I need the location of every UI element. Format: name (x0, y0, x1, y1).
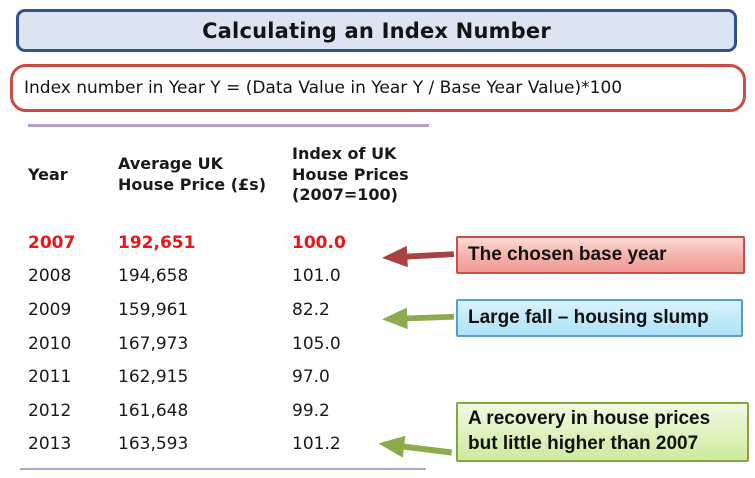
index-cell: 82.2 (292, 299, 330, 320)
price-cell: 162,915 (118, 367, 189, 388)
table-row: 2008 194,658 101.0 (28, 260, 428, 294)
table-row: 2011 162,915 97.0 (28, 360, 428, 394)
callout-recovery: A recovery in house prices but little hi… (456, 402, 749, 462)
index-cell: 105.0 (292, 333, 341, 354)
callout-recovery-label: A recovery in house prices but little hi… (468, 408, 711, 454)
price-cell: 161,648 (118, 400, 189, 421)
price-cell: 159,961 (118, 299, 189, 320)
callout-base-year-label: The chosen base year (468, 244, 667, 265)
index-cell: 100.0 (292, 232, 346, 253)
table-row: 2009 159,961 82.2 (28, 293, 428, 327)
index-cell: 99.2 (292, 400, 330, 421)
price-cell: 192,651 (118, 232, 196, 253)
table-row: 2013 163,593 101.2 (28, 428, 428, 462)
callout-housing-slump: Large fall – housing slump (456, 299, 743, 337)
year-cell: 2011 (28, 367, 72, 388)
left-arrow-icon (382, 245, 455, 268)
callout-base-year: The chosen base year (456, 236, 745, 274)
year-cell: 2007 (28, 232, 76, 253)
index-cell: 101.2 (292, 434, 341, 455)
index-formula: Index number in Year Y = (Data Value in … (24, 78, 623, 98)
title-banner: Calculating an Index Number (16, 9, 737, 52)
table-top-divider (28, 124, 429, 127)
year-cell: 2012 (28, 400, 72, 421)
year-cell: 2008 (28, 266, 72, 287)
callout-housing-slump-label: Large fall – housing slump (468, 307, 709, 328)
left-arrow-icon (382, 307, 455, 330)
table-row: 2010 167,973 105.0 (28, 327, 428, 361)
table-row: 2007 192,651 100.0 (28, 226, 428, 260)
page-title: Calculating an Index Number (202, 18, 551, 43)
column-header-index: Index of UK House Prices (2007=100) (292, 143, 409, 205)
column-header-price: Average UK House Price (£s) (118, 154, 267, 194)
table-header-row: Year Average UK House Price (£s) Index o… (28, 132, 428, 218)
year-cell: 2010 (28, 333, 72, 354)
table-row: 2012 161,648 99.2 (28, 394, 428, 428)
table-body: 2007 192,651 100.0 2008 194,658 101.0 20… (28, 226, 428, 461)
index-cell: 97.0 (292, 367, 330, 388)
table-bottom-divider (20, 468, 426, 470)
price-cell: 194,658 (118, 266, 189, 287)
price-cell: 163,593 (118, 434, 189, 455)
price-cell: 167,973 (118, 333, 189, 354)
formula-box: Index number in Year Y = (Data Value in … (10, 64, 746, 112)
index-cell: 101.0 (292, 266, 341, 287)
column-header-year: Year (28, 164, 68, 184)
year-cell: 2013 (28, 434, 72, 455)
year-cell: 2009 (28, 299, 72, 320)
left-arrow-icon (378, 435, 453, 458)
